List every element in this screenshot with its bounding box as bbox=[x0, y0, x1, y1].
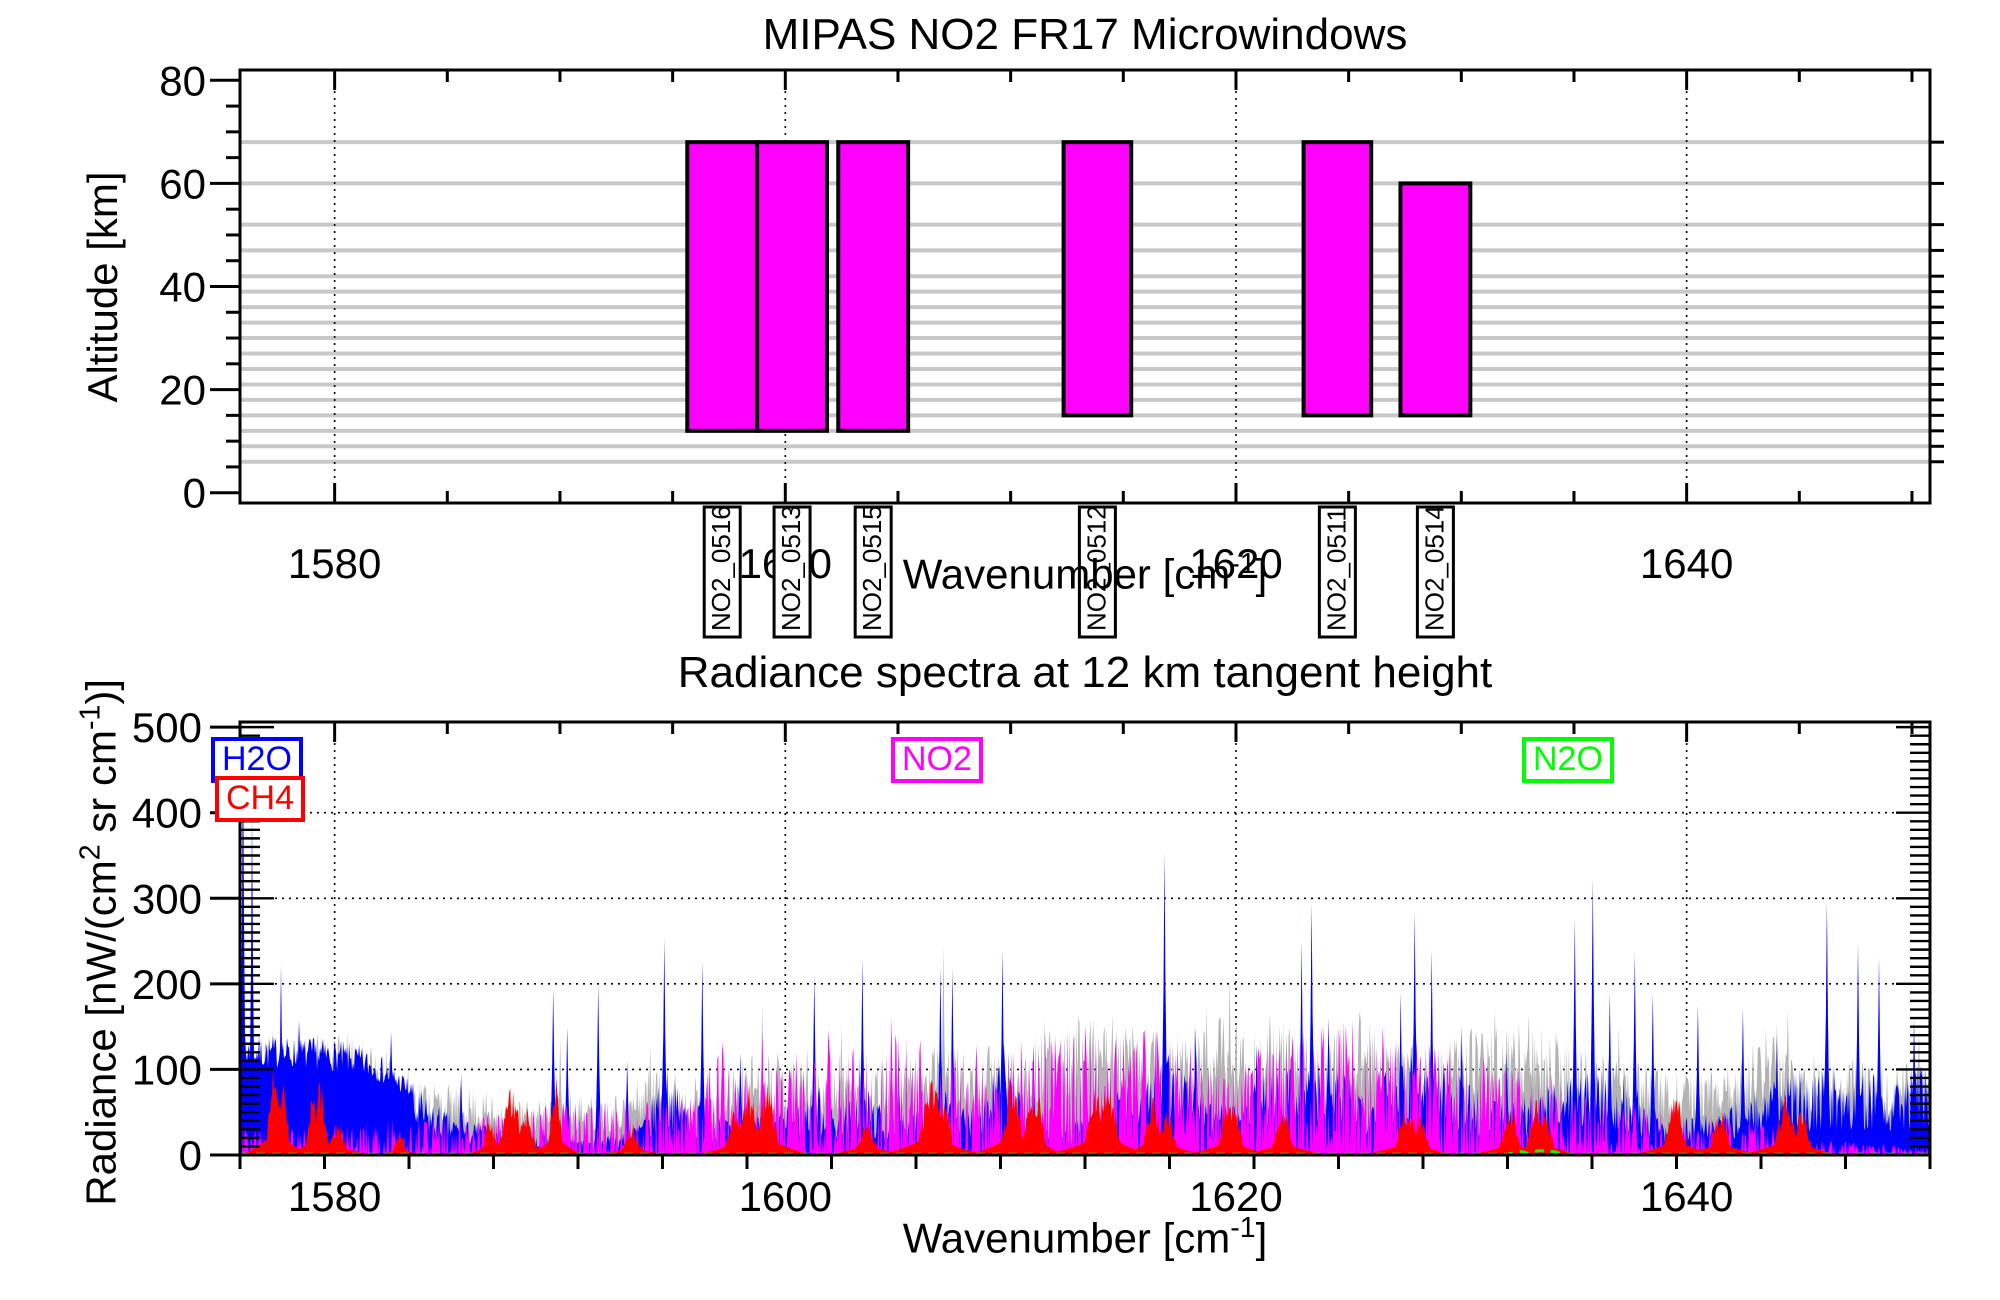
microwindow-bar-NO2_0513 bbox=[755, 140, 829, 433]
svg-text:1580: 1580 bbox=[288, 540, 381, 587]
wavenumber-label-part: Wavenumber [cm bbox=[902, 1214, 1231, 1262]
legend-NO2: NO2 bbox=[891, 737, 983, 783]
wavenumber-label-part: ] bbox=[1255, 1214, 1268, 1262]
mw-label-text-NO2_0511: NO2_0511 bbox=[1321, 507, 1351, 631]
radiance-label-part: sr cm bbox=[77, 730, 125, 845]
top-chart-title: MIPAS NO2 FR17 Microwindows bbox=[762, 10, 1408, 59]
microwindow-bar-NO2_0515 bbox=[836, 140, 911, 433]
wavenumber-label-part: Wavenumber [cm bbox=[902, 550, 1231, 598]
mw-label-box-NO2_0513 bbox=[772, 505, 812, 639]
radiance-label-sup: 2 bbox=[74, 844, 107, 861]
spectrum-H2O bbox=[240, 722, 1930, 1155]
radiance-label-part: )] bbox=[77, 679, 125, 705]
svg-text:200: 200 bbox=[132, 961, 202, 1008]
radiance-label-part: Radiance [nW/(cm bbox=[77, 860, 125, 1206]
mw-label-text-NO2_0513: NO2_0513 bbox=[776, 505, 806, 631]
radiance-label-sup: -1 bbox=[74, 704, 107, 731]
microwindow-labels: NO2_0516 NO2_0513 NO2_0515 NO2_0512 NO2_0511… bbox=[702, 505, 1455, 639]
svg-text:1620: 1620 bbox=[1189, 1173, 1282, 1220]
mw-label-box-NO2_0514 bbox=[1415, 505, 1455, 639]
mw-label-text-NO2_0516: NO2_0516 bbox=[706, 505, 736, 631]
microwindow-bar-NO2_0514 bbox=[1398, 181, 1473, 418]
microwindow-bar-NO2_0511 bbox=[1301, 140, 1374, 418]
microwindow-bar-NO2_0516 bbox=[685, 140, 760, 433]
bottom-axes bbox=[210, 720, 1932, 1169]
spectrum-NO2 bbox=[240, 1016, 1930, 1155]
svg-text:500: 500 bbox=[132, 704, 202, 751]
mw-label-box-NO2_0511 bbox=[1317, 505, 1357, 639]
svg-text:0: 0 bbox=[179, 1132, 202, 1179]
top-wavenumber-axis-label: Wavenumber [cm-1] bbox=[240, 548, 1930, 599]
svg-text:100: 100 bbox=[132, 1046, 202, 1093]
mw-label-text-NO2_0514: NO2_0514 bbox=[1419, 505, 1449, 631]
svg-text:1580: 1580 bbox=[288, 1173, 381, 1220]
microwindow-bar-NO2_0512 bbox=[1061, 140, 1134, 418]
wavenumber-label-sup: -1 bbox=[1230, 1212, 1256, 1244]
svg-text:400: 400 bbox=[132, 790, 202, 837]
svg-text:40: 40 bbox=[159, 264, 206, 311]
mw-label-box-NO2_0512 bbox=[1077, 505, 1117, 639]
svg-text:20: 20 bbox=[159, 367, 206, 414]
spectrum-CH4 bbox=[240, 1068, 1930, 1155]
mw-label-text-NO2_0512: NO2_0512 bbox=[1081, 505, 1111, 631]
bottom-tick-labels: 0 100 200 300 400 500 1580 1600 1620 1640 bbox=[132, 704, 1733, 1220]
microwindow-bars bbox=[685, 140, 1473, 433]
mw-label-text-NO2_0515: NO2_0515 bbox=[857, 505, 887, 631]
bottom-gridlines bbox=[240, 722, 1930, 1155]
mw-label-box-NO2_0515 bbox=[853, 505, 893, 639]
radiance-axis-label: Radiance [nW/(cm2 sr cm-1)] bbox=[75, 677, 126, 1207]
legend-CH4: CH4 bbox=[215, 776, 306, 822]
wavenumber-label-part: ] bbox=[1255, 550, 1268, 598]
top-tick-labels: 0204060801580160016201640 bbox=[159, 57, 1733, 587]
svg-text:300: 300 bbox=[132, 875, 202, 922]
mw-label-box-NO2_0516 bbox=[702, 505, 742, 639]
top-axes bbox=[210, 68, 1944, 505]
svg-text:1640: 1640 bbox=[1640, 1173, 1733, 1220]
svg-text:80: 80 bbox=[159, 57, 206, 104]
bottom-wavenumber-axis-label: Wavenumber [cm-1] bbox=[240, 1212, 1930, 1263]
svg-text:60: 60 bbox=[159, 160, 206, 207]
svg-text:1620: 1620 bbox=[1189, 540, 1282, 587]
legend-H2O: H2O bbox=[211, 737, 303, 783]
bottom-chart-title: Radiance spectra at 12 km tangent height bbox=[677, 648, 1493, 697]
altitude-axis-label: Altitude [km] bbox=[79, 171, 126, 403]
wavenumber-label-sup: -1 bbox=[1230, 548, 1256, 580]
legend-N2O: N2O bbox=[1522, 737, 1614, 783]
svg-text:1640: 1640 bbox=[1640, 540, 1733, 587]
svg-text:1600: 1600 bbox=[739, 1173, 832, 1220]
svg-text:0: 0 bbox=[183, 470, 206, 517]
